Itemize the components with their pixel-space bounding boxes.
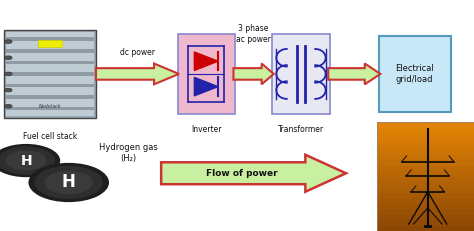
Text: dc power: dc power <box>120 48 155 57</box>
Circle shape <box>4 72 12 76</box>
Bar <box>6 84 93 87</box>
Polygon shape <box>328 64 380 84</box>
Circle shape <box>4 104 12 108</box>
Bar <box>377 166 474 171</box>
Circle shape <box>4 88 12 92</box>
Bar <box>377 209 474 215</box>
Bar <box>6 72 93 76</box>
Bar <box>377 220 474 225</box>
FancyBboxPatch shape <box>272 34 330 114</box>
Bar <box>38 40 62 47</box>
Circle shape <box>4 56 12 60</box>
Text: Flow of power: Flow of power <box>206 169 278 178</box>
Bar <box>6 107 93 110</box>
Bar <box>377 171 474 177</box>
Circle shape <box>28 163 109 202</box>
Circle shape <box>0 146 55 175</box>
Bar <box>377 177 474 182</box>
Circle shape <box>35 166 103 199</box>
Bar <box>6 61 93 64</box>
Text: Nedstack: Nedstack <box>38 103 61 109</box>
Bar <box>377 160 474 166</box>
Polygon shape <box>194 52 218 70</box>
Polygon shape <box>161 155 346 192</box>
Bar <box>377 193 474 198</box>
Text: Electrical
grid/load: Electrical grid/load <box>395 64 434 84</box>
Bar <box>377 139 474 144</box>
Bar <box>377 215 474 220</box>
Bar <box>377 144 474 150</box>
Text: Transformer: Transformer <box>278 125 324 134</box>
Bar <box>377 182 474 188</box>
Text: Hydrogen gas
(H₂): Hydrogen gas (H₂) <box>99 143 157 163</box>
Text: Inverter: Inverter <box>191 125 221 134</box>
Text: Fuel cell stack: Fuel cell stack <box>23 132 77 141</box>
Bar <box>377 188 474 193</box>
FancyBboxPatch shape <box>177 34 235 114</box>
Text: H: H <box>20 154 32 167</box>
Bar <box>377 155 474 160</box>
Bar <box>6 32 93 116</box>
Circle shape <box>45 171 93 194</box>
Circle shape <box>6 151 46 170</box>
Text: 3 phase
ac power: 3 phase ac power <box>236 24 271 44</box>
Bar <box>6 95 93 99</box>
Circle shape <box>4 40 12 43</box>
Bar <box>377 150 474 155</box>
Bar <box>377 204 474 209</box>
Bar <box>6 37 93 41</box>
Bar <box>377 122 474 128</box>
Bar <box>377 122 474 231</box>
Bar <box>3 30 96 118</box>
Polygon shape <box>194 77 218 96</box>
Text: H: H <box>62 173 76 191</box>
FancyBboxPatch shape <box>379 36 450 112</box>
Polygon shape <box>96 64 179 84</box>
Polygon shape <box>233 64 274 84</box>
Bar <box>6 49 93 53</box>
Bar <box>377 198 474 204</box>
Circle shape <box>0 144 60 177</box>
Bar <box>377 128 474 133</box>
Bar <box>377 225 474 231</box>
Bar <box>377 133 474 139</box>
